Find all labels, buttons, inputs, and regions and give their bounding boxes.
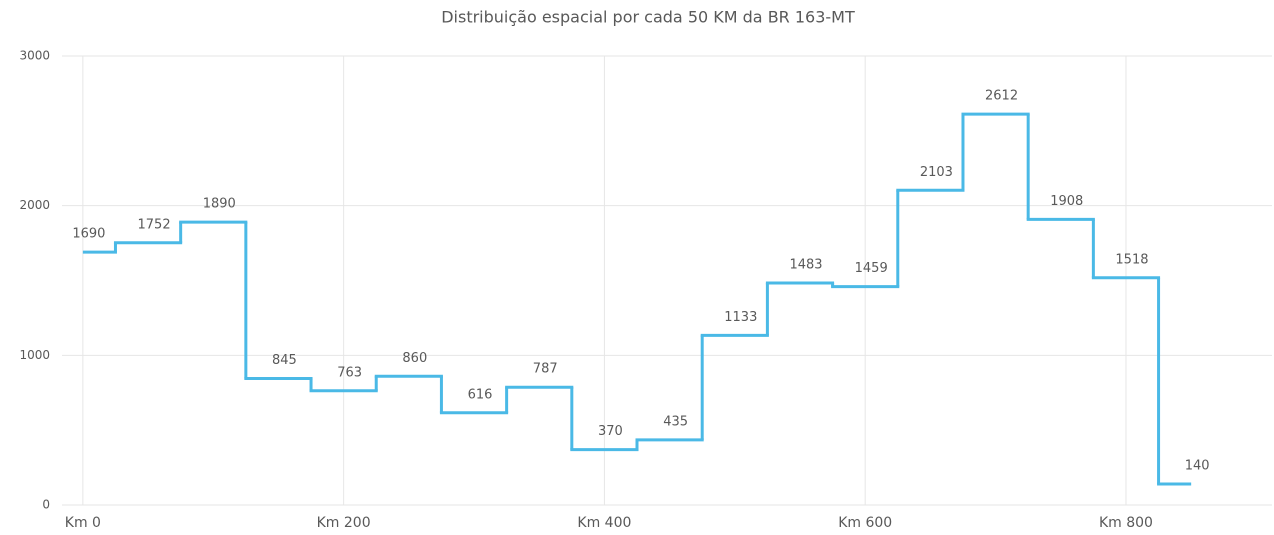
data-label: 1890 [203, 197, 236, 212]
data-label: 2612 [985, 89, 1018, 104]
x-tick-label: Km 0 [65, 515, 101, 531]
data-label: 860 [402, 351, 427, 366]
data-label: 616 [468, 387, 493, 402]
x-tick-label: Km 400 [577, 515, 631, 531]
data-label: 1518 [1115, 252, 1148, 267]
y-tick-label: 3000 [19, 49, 50, 63]
x-tick-label: Km 600 [838, 515, 892, 531]
data-label: 1908 [1050, 194, 1083, 209]
data-label: 370 [598, 424, 623, 439]
x-tick-label: Km 200 [317, 515, 371, 531]
data-label: 763 [337, 365, 362, 380]
data-label: 1133 [724, 310, 757, 325]
data-label: 140 [1185, 459, 1210, 474]
x-tick-label: Km 800 [1099, 515, 1153, 531]
y-tick-label: 2000 [19, 198, 50, 212]
data-label: 1690 [72, 227, 105, 242]
data-label: 1459 [855, 261, 888, 276]
y-tick-label: 1000 [19, 348, 50, 362]
data-label: 435 [663, 414, 688, 429]
chart-title: Distribuição espacial por cada 50 KM da … [441, 8, 855, 27]
data-label: 845 [272, 353, 297, 368]
y-tick-label: 0 [42, 498, 50, 512]
data-label: 1483 [789, 258, 822, 273]
data-label: 2103 [920, 165, 953, 180]
data-label: 1752 [138, 217, 171, 232]
data-label: 787 [533, 362, 558, 377]
